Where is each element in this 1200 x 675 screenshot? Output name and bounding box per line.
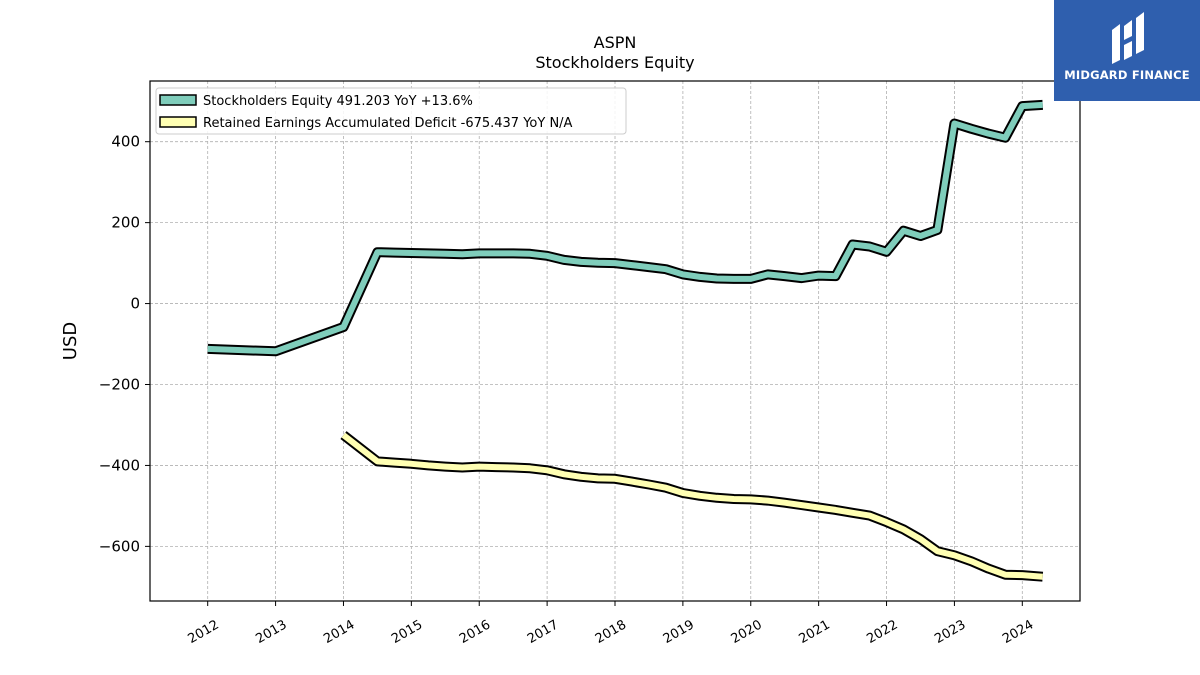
series-lines — [207, 99, 1044, 582]
logo-text: MIDGARD FINANCE — [1064, 68, 1190, 82]
chart-title: ASPN — [594, 33, 637, 52]
y-tick-label: 200 — [111, 214, 140, 232]
y-tick-label: −400 — [99, 456, 140, 474]
y-axis: 400 200 0 −200 −400 −600 — [99, 133, 150, 555]
chart-subtitle: Stockholders Equity — [535, 53, 694, 72]
logo-mark-icon — [1112, 12, 1144, 64]
legend-label: Retained Earnings Accumulated Deficit -6… — [203, 116, 573, 131]
y-tick-label: −600 — [99, 537, 140, 555]
y-tick-label: 400 — [111, 133, 140, 151]
legend: Stockholders Equity 491.203 YoY +13.6% Re… — [155, 87, 627, 135]
legend-swatch — [159, 116, 197, 128]
series-line — [207, 101, 1043, 355]
series-line — [341, 432, 1043, 580]
y-tick-label: 0 — [130, 295, 140, 313]
legend-label: Stockholders Equity 491.203 YoY +13.6% — [203, 94, 473, 109]
legend-swatch — [159, 94, 197, 106]
brand-logo: MIDGARD FINANCE — [1054, 0, 1200, 101]
y-tick-label: −200 — [99, 376, 140, 394]
legend-box — [155, 87, 627, 135]
y-axis-label: USD — [60, 322, 81, 360]
grid — [150, 81, 1080, 601]
